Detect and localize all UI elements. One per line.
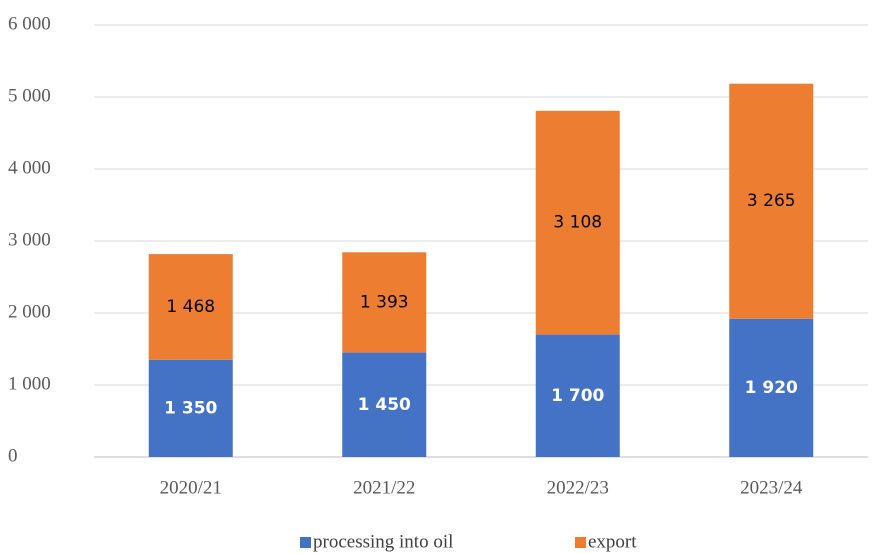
bar-segment <box>535 334 620 457</box>
y-tick-label: 2 000 <box>8 301 51 322</box>
x-tick-label: 2021/22 <box>353 477 415 498</box>
x-tick-label: 2020/21 <box>160 477 222 498</box>
bar-segment <box>729 318 814 457</box>
legend-label: export <box>588 531 637 552</box>
y-tick-label: 0 <box>8 445 18 466</box>
x-tick-label: 2022/23 <box>547 477 609 498</box>
y-tick-label: 5 000 <box>8 85 51 106</box>
data-label: 1 920 <box>745 378 798 398</box>
y-tick-label: 1 000 <box>8 373 51 394</box>
data-label: 1 393 <box>360 292 409 312</box>
data-label: 3 108 <box>553 213 602 233</box>
bar-segment <box>148 359 233 457</box>
y-tick-label: 6 000 <box>8 13 51 34</box>
x-tick-label: 2023/24 <box>740 477 803 498</box>
legend-swatch <box>300 537 311 548</box>
legend-swatch <box>575 537 586 548</box>
y-tick-label: 3 000 <box>8 229 51 250</box>
data-label: 1 468 <box>166 297 215 317</box>
data-label: 3 265 <box>747 191 796 211</box>
bar-segment <box>342 352 427 457</box>
y-tick-label: 4 000 <box>8 157 51 178</box>
bar-segment <box>148 254 233 360</box>
legend-label: processing into oil <box>313 531 453 552</box>
data-label: 1 700 <box>551 386 604 406</box>
data-label: 1 350 <box>164 398 217 418</box>
bar-segment <box>729 83 814 319</box>
data-label: 1 450 <box>358 395 411 415</box>
bar-segment <box>535 110 620 335</box>
bar-segment <box>342 252 427 353</box>
